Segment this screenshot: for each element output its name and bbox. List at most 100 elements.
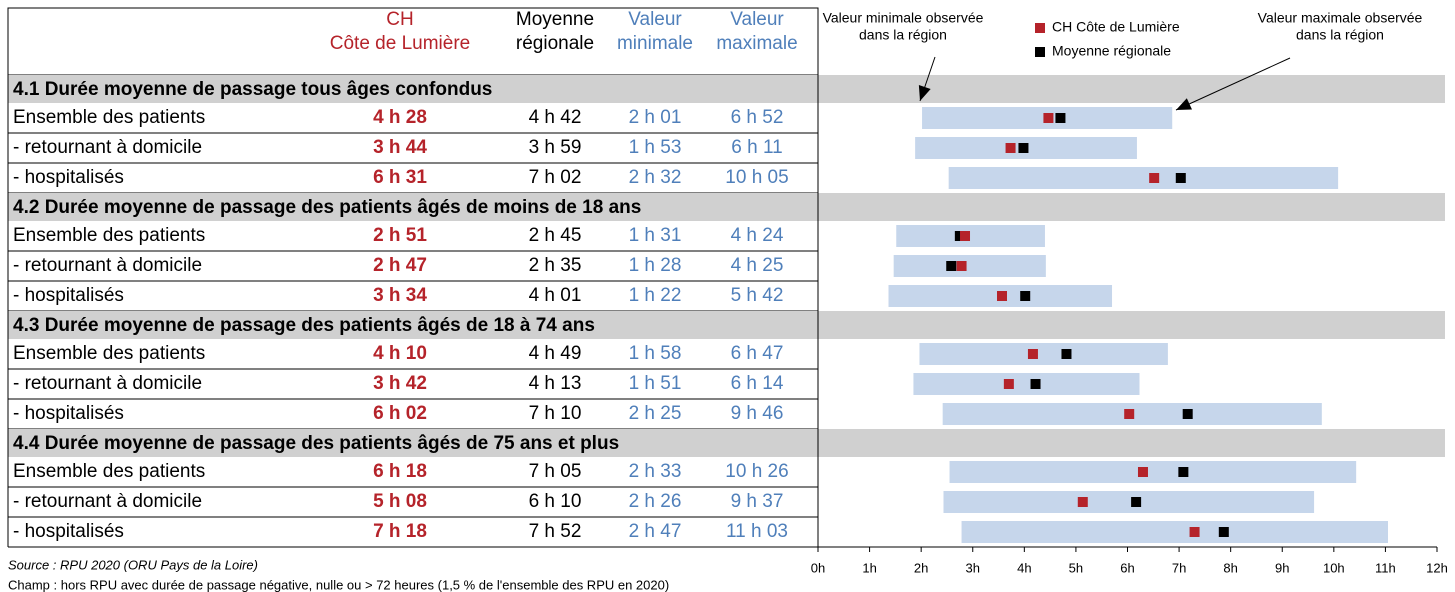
row-label: Ensemble des patients (13, 343, 205, 364)
value-cell: 9 h 37 (731, 491, 784, 512)
group-title: 4.1 Durée moyenne de passage tous âges c… (13, 79, 492, 100)
x-tick-label: 8h (1223, 560, 1237, 575)
row-label: - retournant à domicile (13, 137, 202, 158)
row-label: Ensemble des patients (13, 225, 205, 246)
marker (1175, 173, 1186, 183)
column-header: minimale (617, 33, 693, 54)
range-bar (949, 461, 1357, 483)
value-cell: 3 h 44 (373, 137, 427, 158)
x-tick-label: 0h (811, 560, 825, 575)
value-cell: 1 h 53 (629, 137, 682, 158)
value-cell: 4 h 01 (529, 285, 582, 306)
marker (1218, 527, 1229, 537)
marker (1061, 349, 1072, 359)
value-cell: 6 h 31 (373, 167, 427, 188)
value-cell: 4 h 13 (529, 373, 582, 394)
column-header: Moyenne (516, 9, 594, 30)
marker (996, 291, 1007, 301)
row-label: Ensemble des patients (13, 461, 205, 482)
legend-label: Moyenne régionale (1052, 43, 1171, 59)
range-bar (893, 255, 1046, 277)
value-cell: 1 h 28 (629, 255, 682, 276)
range-bar (961, 521, 1388, 543)
value-cell: 6 h 11 (731, 137, 782, 158)
annotation-arrow (1175, 57, 1291, 111)
value-cell: 2 h 51 (373, 225, 427, 246)
x-tick-label: 7h (1172, 560, 1186, 575)
value-cell: 4 h 49 (529, 343, 582, 364)
value-cell: 6 h 47 (731, 343, 784, 364)
value-cell: 4 h 42 (529, 107, 582, 128)
marker (1137, 467, 1148, 477)
marker (956, 261, 967, 271)
value-cell: 2 h 47 (629, 521, 682, 542)
marker (1043, 113, 1054, 123)
column-header: CH (386, 9, 413, 30)
range-bar (896, 225, 1045, 247)
value-cell: 3 h 59 (529, 137, 582, 158)
value-cell: 6 h 18 (373, 461, 427, 482)
marker (1003, 379, 1014, 389)
value-cell: 7 h 02 (529, 167, 582, 188)
marker (1182, 409, 1193, 419)
annotation: dans la région (1296, 27, 1384, 43)
x-tick-label: 9h (1275, 560, 1289, 575)
value-cell: 2 h 45 (529, 225, 582, 246)
column-header: régionale (516, 33, 594, 54)
marker (954, 231, 965, 241)
marker (946, 261, 957, 271)
value-cell: 4 h 28 (373, 107, 427, 128)
marker (1131, 497, 1142, 507)
value-cell: 5 h 42 (731, 285, 784, 306)
value-cell: 2 h 32 (629, 167, 682, 188)
value-cell: 1 h 22 (629, 285, 682, 306)
row-label: - retournant à domicile (13, 491, 202, 512)
arrow-head (918, 85, 931, 101)
annotation: dans la région (859, 27, 947, 43)
value-cell: 7 h 18 (373, 521, 427, 542)
value-cell: 5 h 08 (373, 491, 427, 512)
group-band (8, 193, 1445, 221)
group-title: 4.4 Durée moyenne de passage des patient… (13, 433, 619, 454)
note: Source : RPU 2020 (ORU Pays de la Loire) (8, 557, 258, 572)
x-tick-label: 1h (862, 560, 876, 575)
value-cell: 2 h 25 (629, 403, 682, 424)
marker (1030, 379, 1041, 389)
legend-label: CH Côte de Lumière (1052, 19, 1180, 35)
value-cell: 6 h 02 (373, 403, 427, 424)
arrow-head (1176, 98, 1192, 110)
value-cell: 6 h 10 (529, 491, 582, 512)
marker (1149, 173, 1160, 183)
value-cell: 1 h 58 (629, 343, 682, 364)
value-cell: 7 h 10 (529, 403, 582, 424)
legend-swatch (1035, 23, 1045, 33)
value-cell: 10 h 26 (725, 461, 788, 482)
row-label: - retournant à domicile (13, 373, 202, 394)
group-band (8, 75, 1445, 103)
row-label: - hospitalisés (13, 167, 124, 188)
row-label: - hospitalisés (13, 521, 124, 542)
range-bar (913, 373, 1140, 395)
marker (1005, 143, 1016, 153)
x-tick-label: 4h (1017, 560, 1031, 575)
group-band (8, 429, 1445, 457)
marker (1027, 349, 1038, 359)
value-cell: 3 h 34 (373, 285, 427, 306)
value-cell: 1 h 31 (629, 225, 682, 246)
x-tick-label: 11h (1375, 560, 1396, 575)
annotation: Valeur maximale observée (1258, 10, 1423, 26)
value-cell: 2 h 35 (529, 255, 582, 276)
value-cell: 11 h 03 (726, 521, 788, 542)
range-bar (943, 491, 1315, 513)
value-cell: 3 h 42 (373, 373, 427, 394)
row-label: - retournant à domicile (13, 255, 202, 276)
row-label: - hospitalisés (13, 403, 124, 424)
marker (960, 231, 971, 241)
value-cell: 7 h 05 (529, 461, 582, 482)
row-label: - hospitalisés (13, 285, 124, 306)
column-header: maximale (716, 33, 797, 54)
note: Champ : hors RPU avec durée de passage n… (8, 577, 669, 592)
annotation: Valeur minimale observée (823, 10, 984, 26)
value-cell: 1 h 51 (629, 373, 682, 394)
